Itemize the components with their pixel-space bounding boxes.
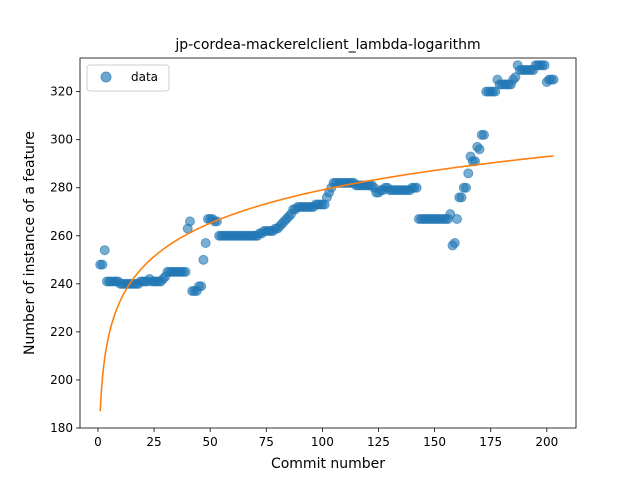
y-axis-label: Number of instance of a feature: [22, 131, 38, 355]
data-point: [200, 238, 211, 248]
y-tick-label: 300: [50, 133, 73, 147]
data-point: [97, 259, 108, 270]
x-tick-label: 125: [367, 435, 390, 449]
x-tick-label: 100: [311, 435, 334, 449]
fit-line: [99, 155, 554, 412]
data-point: [478, 129, 489, 140]
data-point: [470, 156, 481, 167]
x-tick-label: 75: [259, 435, 274, 449]
x-tick-label: 0: [94, 435, 102, 449]
data-point: [184, 216, 195, 227]
x-axis: 0 25 50 75 100 125 150 175 200: [94, 428, 558, 449]
chart-title: jp-cordea-mackerelclient_lambda-logarith…: [174, 37, 480, 53]
data-point: [452, 213, 463, 224]
data-point: [548, 74, 559, 85]
y-tick-label: 220: [50, 325, 73, 339]
data-point: [456, 192, 467, 203]
data-point: [445, 209, 456, 220]
data-point: [449, 238, 460, 248]
x-axis-label: Commit number: [271, 456, 385, 472]
data-point: [180, 266, 191, 277]
x-tick-label: 25: [146, 435, 161, 449]
data-point: [463, 168, 474, 179]
data-point: [196, 281, 207, 292]
data-point: [411, 182, 422, 193]
x-tick-label: 50: [203, 435, 218, 449]
data-point: [198, 254, 209, 265]
y-axis: 180 200 220 240 260 280 300 320: [50, 85, 80, 435]
y-tick-label: 180: [50, 421, 73, 435]
y-tick-label: 280: [50, 181, 73, 195]
legend-box: [86, 64, 170, 92]
x-tick-label: 175: [479, 435, 502, 449]
y-tick-label: 320: [50, 85, 73, 99]
data-point: [490, 86, 501, 97]
data-point: [461, 182, 472, 193]
x-tick-label: 200: [535, 435, 558, 449]
legend-marker: [100, 71, 112, 83]
data-point: [510, 72, 521, 83]
legend-label-data: data: [131, 70, 158, 84]
legend: data: [86, 64, 170, 92]
y-tick-label: 240: [50, 277, 73, 291]
data-point: [99, 245, 110, 256]
plot-area: [95, 60, 559, 412]
x-tick-label: 150: [423, 435, 446, 449]
plot-frame: [79, 57, 577, 429]
data-point: [539, 60, 550, 71]
y-tick-label: 260: [50, 229, 73, 243]
y-tick-label: 200: [50, 373, 73, 387]
data-point: [474, 144, 485, 155]
